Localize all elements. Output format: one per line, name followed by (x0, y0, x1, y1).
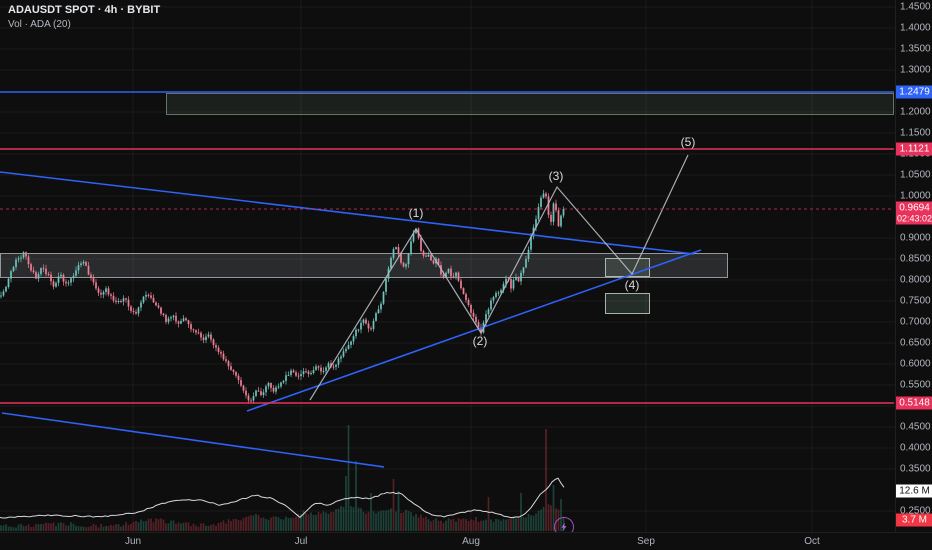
price-tick: 0.8000 (900, 274, 931, 286)
level-badge-blue[interactable]: 1.2479 (896, 85, 932, 99)
level-badge-pink-high[interactable]: 1.1121 (896, 142, 932, 156)
price-tick: 0.7000 (900, 316, 931, 328)
price-tick: 1.4500 (900, 1, 931, 13)
month-label-aug: Aug (462, 536, 480, 547)
price-tick: 1.0000 (900, 190, 931, 202)
time-axis[interactable]: Jun Jul Aug Sep Oct (0, 532, 932, 550)
volume-ma-badge[interactable]: 12.6 M (896, 484, 932, 498)
symbol-title[interactable]: ADAUSDT SPOT · 4h · BYBIT (8, 4, 161, 16)
price-tick: 1.0500 (900, 169, 931, 181)
month-label-oct: Oct (804, 536, 820, 547)
month-label-sep: Sep (637, 536, 655, 547)
price-tick: 1.2000 (900, 106, 931, 118)
volume-indicator-label[interactable]: Vol · ADA (20) (8, 19, 71, 30)
countdown-timer: 02:43:02 (896, 213, 932, 224)
price-tick: 0.6000 (900, 358, 931, 370)
chart-legend: ADAUSDT SPOT · 4h · BYBIT Vol · ADA (20) (8, 4, 160, 31)
price-tick: 0.6500 (900, 337, 931, 349)
price-tick: 0.2500 (900, 505, 931, 517)
price-tick: 1.3000 (900, 64, 931, 76)
price-tick: 0.8500 (900, 253, 931, 265)
price-tick: 0.4500 (900, 421, 931, 433)
level-badge-pink-low[interactable]: 0.5148 (896, 396, 932, 410)
wave-label-1[interactable]: (1) (408, 206, 424, 220)
price-axis[interactable]: 1.45001.40001.35001.30001.20001.15001.10… (895, 0, 932, 532)
wave-label-4[interactable]: (4) (624, 278, 640, 292)
last-price-badge[interactable]: 0.9694 02:43:02 (896, 201, 932, 225)
price-tick: 0.4000 (900, 442, 931, 454)
price-tick: 0.7500 (900, 295, 931, 307)
lightning-bolt-glyph (561, 522, 567, 532)
wave-label-3[interactable]: (3) (548, 169, 564, 183)
wave-label-5[interactable]: (5) (680, 135, 696, 149)
price-tick: 1.3500 (900, 43, 931, 55)
month-label-jun: Jun (124, 536, 142, 547)
price-tick: 0.3500 (900, 463, 931, 475)
month-label-jul: Jul (294, 536, 308, 547)
price-tick: 0.9000 (900, 232, 931, 244)
price-tick: 1.1500 (900, 127, 931, 139)
price-tick: 1.4000 (900, 22, 931, 34)
volume-badge[interactable]: 3.7 M (896, 513, 932, 527)
price-tick: 0.5500 (900, 379, 931, 391)
wave-label-2[interactable]: (2) (472, 334, 488, 348)
